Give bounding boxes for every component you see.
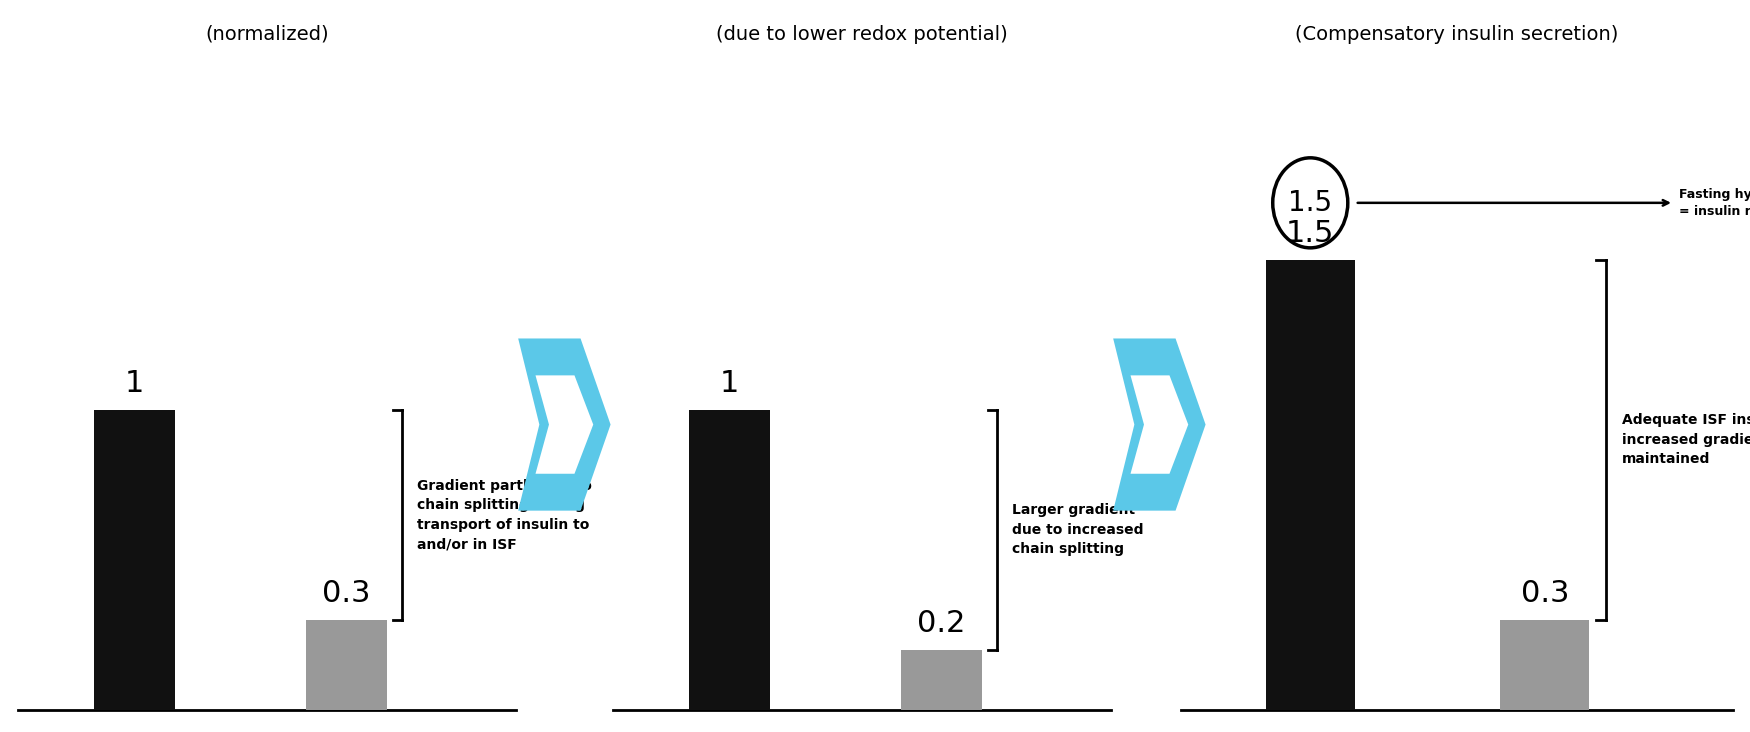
Text: (due to lower redox potential): (due to lower redox potential): [716, 25, 1008, 44]
Bar: [901, 650, 982, 710]
Text: 1: 1: [124, 369, 144, 398]
Bar: [94, 410, 175, 710]
Polygon shape: [1130, 376, 1188, 474]
Text: 0.3: 0.3: [322, 579, 371, 608]
Text: 1: 1: [719, 369, 738, 398]
Bar: [1500, 620, 1589, 710]
Polygon shape: [536, 376, 593, 474]
Text: Gradient partly due to
chain splitting during
transport of insulin to
and/or in : Gradient partly due to chain splitting d…: [416, 479, 592, 551]
Bar: [1265, 260, 1354, 710]
Bar: [306, 620, 387, 710]
Text: 1.5: 1.5: [1286, 219, 1335, 248]
Text: 0.3: 0.3: [1521, 579, 1570, 608]
Text: 1.5: 1.5: [1288, 189, 1332, 217]
Polygon shape: [1113, 338, 1206, 511]
Text: Fasting hyperinsulinaemia
= insulin resistance: Fasting hyperinsulinaemia = insulin resi…: [1678, 188, 1750, 218]
Bar: [690, 410, 770, 710]
Text: 0.2: 0.2: [917, 609, 966, 638]
Polygon shape: [518, 338, 611, 511]
Text: Adequate ISF insulin,
increased gradient
maintained: Adequate ISF insulin, increased gradient…: [1622, 414, 1750, 466]
Text: (normalized): (normalized): [205, 25, 329, 44]
Text: Larger gradient
due to increased
chain splitting: Larger gradient due to increased chain s…: [1011, 504, 1143, 556]
Text: (Compensatory insulin secretion): (Compensatory insulin secretion): [1295, 25, 1619, 44]
